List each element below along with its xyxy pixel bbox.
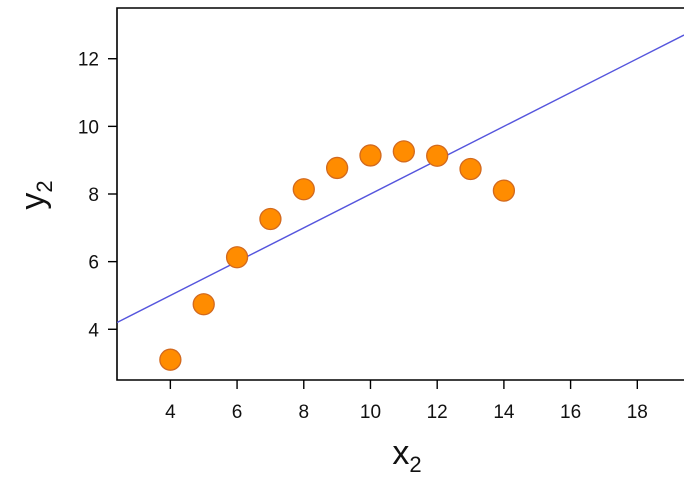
y-tick-label: 10 (78, 117, 99, 138)
y-tick-label: 4 (88, 320, 99, 341)
data-point (192, 293, 215, 316)
data-point (259, 207, 282, 231)
x-tick-label: 6 (232, 402, 243, 423)
x-tick-label: 16 (560, 402, 581, 423)
data-point (159, 348, 182, 371)
x-tick-label: 12 (427, 402, 448, 423)
data-point (359, 144, 382, 167)
x-tick-label: 8 (298, 402, 309, 423)
x-tick-label: 18 (627, 402, 648, 423)
y-axis-label: y2 (14, 180, 57, 209)
data-point (459, 157, 482, 181)
regression-line (117, 34, 684, 324)
data-point (225, 246, 249, 269)
y-tick-label: 12 (78, 50, 99, 71)
data-point (292, 178, 315, 201)
data-point (325, 156, 349, 180)
data-point (426, 144, 449, 167)
data-point (492, 179, 516, 202)
x-axis-label: x2 (392, 434, 421, 476)
x-tick-label: 10 (360, 402, 381, 423)
x-tick-label: 14 (493, 402, 515, 423)
y-tick-label: 8 (88, 185, 99, 206)
data-point (392, 140, 415, 163)
plot-frame (116, 7, 684, 381)
y-tick-label: 6 (88, 253, 99, 274)
x-tick-label: 4 (165, 402, 176, 423)
